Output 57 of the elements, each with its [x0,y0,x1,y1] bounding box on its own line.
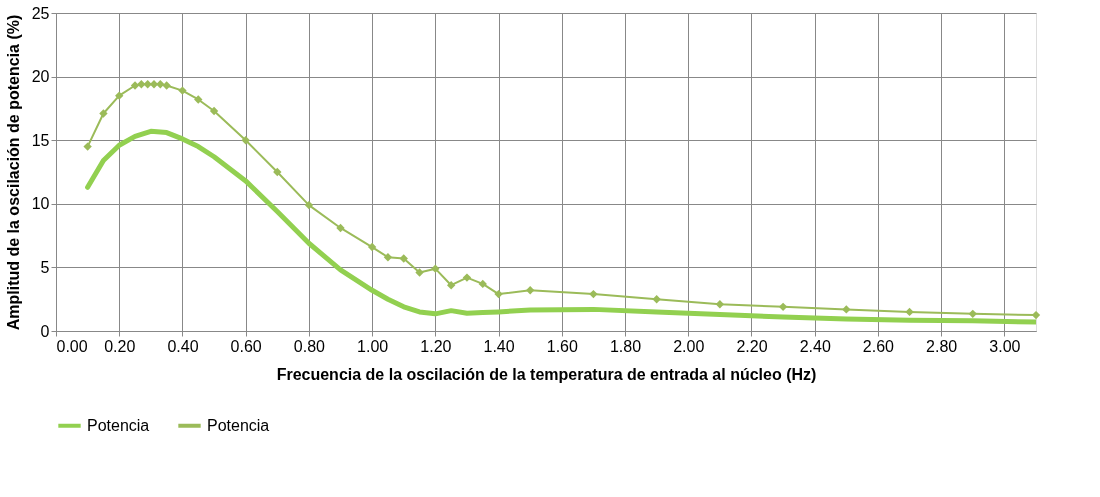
x-tick-label: 1.80 [609,337,642,355]
point [194,95,203,104]
point [715,300,725,309]
point [494,289,503,299]
point [446,281,456,290]
x-tick-label: 1.20 [420,337,452,355]
point [156,80,165,89]
point [209,106,219,116]
x-axis-title: Frecuencia de la oscilación de la temperatura de entrada al núcleo (Hz) [276,365,817,383]
point [652,295,661,304]
x-tick-label: 2.80 [926,337,958,355]
point [367,242,377,252]
x-tick-label: 3.00 [989,337,1021,355]
x-tick-label: 2.00 [673,337,705,355]
point [241,136,250,145]
y-tick-label: 25 [31,4,50,22]
legend-label: Potencia [87,416,150,434]
y-tick-label: 10 [31,195,50,213]
point [99,109,108,118]
point [842,305,851,314]
point [478,279,487,289]
point [968,309,977,319]
x-tick-label: 0.20 [104,337,136,355]
point [143,80,152,89]
x-tick-label: 2.20 [736,337,768,355]
point [137,80,146,89]
point [115,91,124,100]
point [273,167,282,177]
x-tick-label: 1.00 [357,337,389,355]
point [399,254,408,263]
point [178,86,187,95]
point [905,307,914,317]
x-tick-label: 2.40 [799,337,831,355]
y-tick-label: 15 [31,131,50,149]
point [415,268,424,277]
x-tick-label: 0.40 [167,337,199,355]
x-tick-label: 0.80 [293,337,326,355]
y-tick-label: 5 [40,258,50,276]
point [336,223,345,233]
point [462,273,472,282]
legend-label: Potencia [207,416,270,434]
y-tick-label: 20 [31,68,50,86]
point [431,264,440,273]
x-tick-label: 2.60 [862,337,895,355]
x-tick-label: 0.00 [56,337,88,355]
x-tick-label: 1.40 [483,337,515,355]
point [589,289,598,299]
x-tick-label: 1.60 [546,337,578,355]
point [778,302,788,312]
point [526,286,535,295]
y-axis-title: Amplitud de la oscilación de potencia (%) [4,14,22,331]
x-tick-label: 0.60 [230,337,262,355]
y-tick-label: 0 [40,322,50,340]
point [304,200,314,210]
point [383,253,393,262]
point [162,81,171,90]
point [83,142,92,151]
